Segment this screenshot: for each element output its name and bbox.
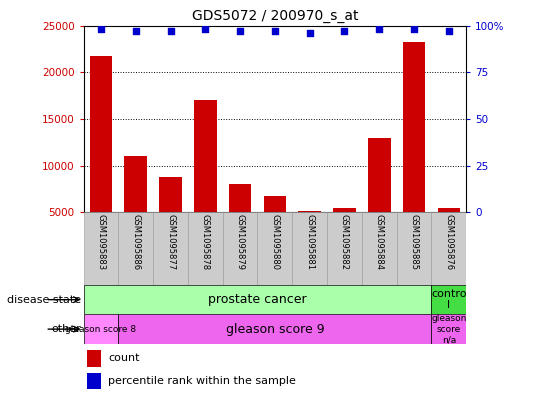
- Bar: [84, 212, 119, 285]
- Bar: [299, 211, 321, 212]
- Text: gleason
score
n/a: gleason score n/a: [431, 314, 467, 344]
- Text: other: other: [51, 324, 81, 334]
- Point: [410, 26, 418, 32]
- Text: GSM1095880: GSM1095880: [271, 215, 279, 270]
- Point: [271, 28, 279, 34]
- Bar: [397, 212, 431, 285]
- Title: GDS5072 / 200970_s_at: GDS5072 / 200970_s_at: [192, 9, 358, 23]
- Bar: [327, 212, 362, 285]
- Bar: [188, 212, 223, 285]
- Text: prostate cancer: prostate cancer: [208, 293, 307, 306]
- Point: [445, 28, 453, 34]
- Text: GSM1095883: GSM1095883: [96, 215, 106, 270]
- Point: [236, 28, 244, 34]
- Text: percentile rank within the sample: percentile rank within the sample: [108, 376, 296, 386]
- Text: GSM1095886: GSM1095886: [131, 215, 140, 270]
- Bar: [431, 314, 466, 344]
- Bar: [431, 212, 466, 285]
- Bar: [84, 314, 119, 344]
- Point: [375, 26, 384, 32]
- Bar: [258, 212, 292, 285]
- Bar: [125, 156, 147, 212]
- Point: [96, 26, 105, 32]
- Point: [132, 28, 140, 34]
- Text: GSM1095876: GSM1095876: [444, 215, 453, 270]
- Bar: [333, 208, 356, 212]
- Bar: [159, 177, 182, 212]
- Text: GSM1095881: GSM1095881: [305, 215, 314, 270]
- Point: [201, 26, 210, 32]
- Bar: [438, 208, 460, 212]
- Text: GSM1095884: GSM1095884: [375, 215, 384, 270]
- Point: [166, 28, 175, 34]
- Bar: [119, 212, 153, 285]
- Text: GSM1095885: GSM1095885: [410, 215, 419, 270]
- Bar: [362, 212, 397, 285]
- Text: disease state: disease state: [6, 295, 81, 305]
- Text: count: count: [108, 353, 140, 364]
- Text: GSM1095878: GSM1095878: [201, 215, 210, 270]
- Point: [340, 28, 349, 34]
- Bar: [403, 42, 425, 212]
- Point: [306, 30, 314, 36]
- Bar: [292, 212, 327, 285]
- Bar: [87, 351, 101, 367]
- Text: GSM1095877: GSM1095877: [166, 215, 175, 270]
- Bar: [194, 100, 217, 212]
- Bar: [229, 184, 251, 212]
- Bar: [368, 138, 391, 212]
- Bar: [264, 196, 286, 212]
- Bar: [89, 56, 112, 212]
- Bar: [153, 212, 188, 285]
- Text: contro
l: contro l: [431, 289, 467, 310]
- Text: gleason score 9: gleason score 9: [226, 323, 324, 336]
- Bar: [431, 285, 466, 314]
- Text: gleason score 8: gleason score 8: [65, 325, 136, 334]
- Bar: [87, 373, 101, 389]
- Text: GSM1095879: GSM1095879: [236, 215, 245, 270]
- Text: GSM1095882: GSM1095882: [340, 215, 349, 270]
- Bar: [223, 212, 258, 285]
- Bar: [119, 314, 431, 344]
